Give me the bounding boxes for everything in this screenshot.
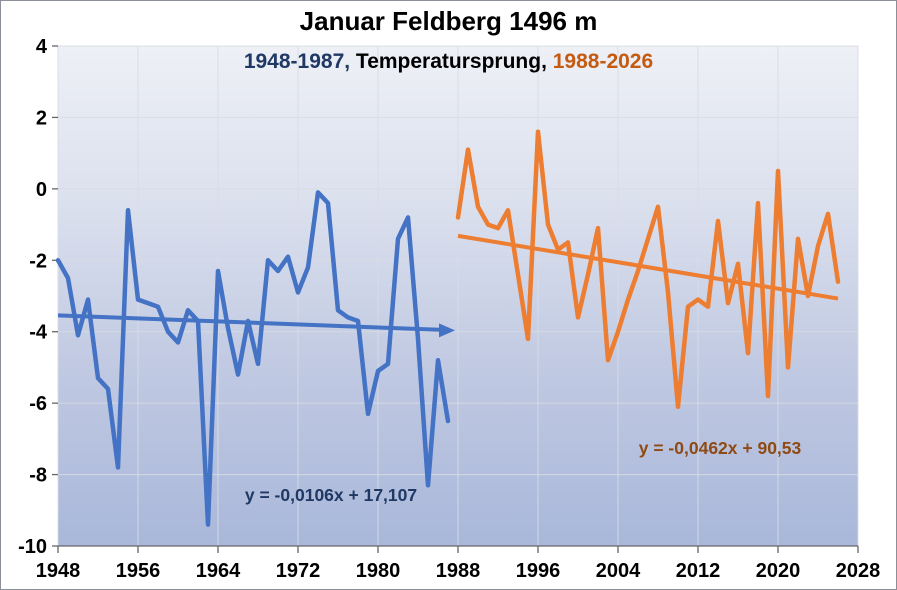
subtitle-label: Temperatursprung,: [350, 50, 553, 73]
y-tick-label: -10: [18, 536, 47, 558]
trendline-1988-2026: [457, 233, 839, 301]
trend-equation-1988-2026: y = -0,0462x + 90,53: [639, 438, 802, 458]
series-line-1948-1987: [55, 190, 451, 527]
chart-title: Januar Feldberg 1496 m: [299, 6, 598, 36]
x-tick-label: 1964: [196, 560, 241, 582]
x-tick-label: 2020: [756, 560, 801, 582]
y-tick-label: -8: [29, 465, 47, 487]
chart-subtitle: 1948-1987, Temperatursprung, 1988-2026: [1, 50, 896, 98]
y-tick-label: -2: [29, 250, 47, 272]
y-tick-label: 2: [36, 107, 47, 129]
x-tick-label: 1948: [36, 560, 81, 582]
series-line-1988-2026: [455, 129, 841, 409]
subtitle-period-1: 1948-1987,: [243, 50, 351, 73]
y-tick-label: -4: [29, 322, 48, 344]
x-tick-label: 1988: [436, 560, 481, 582]
trend-equation-1948-1987: y = -0,0106x + 17,107: [245, 485, 417, 505]
subtitle-period-2: 1988-2026: [552, 50, 654, 73]
x-tick-label: 2012: [676, 560, 721, 582]
trend-arrowhead: [439, 323, 455, 338]
x-tick-label: 1980: [356, 560, 401, 582]
y-tick-label: -6: [29, 393, 47, 415]
x-tick-label: 2028: [836, 560, 881, 582]
x-tick-label: 2004: [596, 560, 641, 582]
trendline-1948-1987: [57, 313, 444, 332]
x-tick-label: 1972: [276, 560, 321, 582]
y-tick-label: 4: [36, 36, 48, 58]
x-tick-label: 1956: [116, 560, 161, 582]
y-tick-label: 0: [36, 179, 47, 201]
x-tick-label: 1996: [516, 560, 561, 582]
